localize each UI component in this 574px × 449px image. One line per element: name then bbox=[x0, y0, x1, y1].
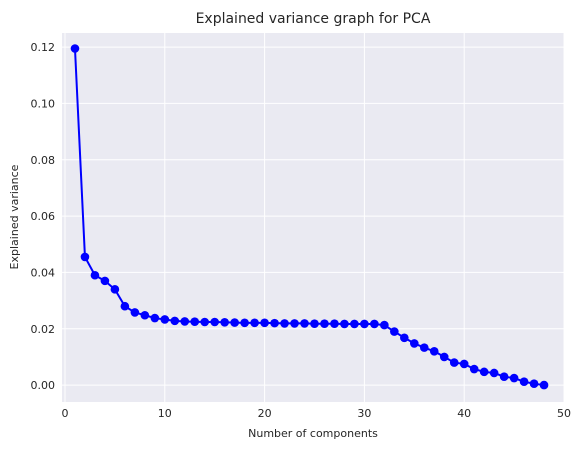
data-point bbox=[479, 367, 489, 377]
data-point bbox=[180, 317, 190, 326]
grid-lines bbox=[62, 33, 565, 402]
x-tick-label: 0 bbox=[61, 407, 68, 420]
series-layer bbox=[70, 44, 549, 390]
data-point bbox=[419, 343, 429, 352]
data-point bbox=[459, 359, 469, 369]
data-point bbox=[110, 285, 120, 294]
data-point bbox=[539, 380, 549, 390]
data-point bbox=[270, 318, 279, 328]
y-tick-label: 0.10 bbox=[31, 97, 56, 110]
data-point bbox=[100, 276, 110, 286]
data-point bbox=[90, 270, 100, 280]
y-tick-label: 0.08 bbox=[31, 154, 56, 167]
x-tick-label: 30 bbox=[357, 407, 371, 420]
data-point bbox=[240, 318, 249, 328]
data-point bbox=[469, 364, 479, 374]
data-point bbox=[220, 317, 229, 327]
x-axis-label: Number of components bbox=[248, 427, 378, 440]
data-point bbox=[290, 319, 299, 328]
data-point bbox=[130, 308, 140, 317]
data-point bbox=[360, 319, 369, 329]
data-point bbox=[400, 333, 409, 343]
data-point bbox=[230, 318, 239, 327]
data-point bbox=[140, 310, 150, 320]
data-point bbox=[499, 372, 509, 381]
data-point bbox=[160, 315, 170, 324]
data-point bbox=[330, 319, 339, 328]
chart-title: Explained variance graph for PCA bbox=[196, 11, 431, 27]
data-point bbox=[210, 317, 219, 327]
data-point bbox=[519, 377, 529, 387]
data-point bbox=[409, 339, 419, 348]
data-point bbox=[310, 319, 319, 328]
data-point bbox=[300, 319, 309, 328]
data-point bbox=[70, 44, 80, 53]
y-tick-label: 0.12 bbox=[31, 41, 56, 54]
plot-background bbox=[62, 33, 564, 402]
x-tick-label: 50 bbox=[557, 407, 571, 420]
y-tick-label: 0.00 bbox=[31, 379, 56, 392]
x-tick-label: 10 bbox=[158, 407, 172, 420]
data-point bbox=[200, 317, 210, 327]
data-point bbox=[250, 318, 259, 328]
y-tick-label: 0.04 bbox=[31, 266, 56, 279]
data-point bbox=[320, 319, 329, 328]
data-point bbox=[380, 320, 389, 330]
data-point bbox=[390, 327, 399, 336]
data-point bbox=[489, 368, 499, 378]
data-point bbox=[509, 373, 519, 383]
y-tick-label: 0.06 bbox=[31, 210, 56, 223]
data-point bbox=[449, 358, 459, 367]
data-point bbox=[439, 352, 449, 362]
data-point bbox=[260, 318, 269, 328]
tick-labels: 0 10 20 30 40 50 0.00 0.02 0.04 0.06 0.08 0.10 0.12 bbox=[31, 41, 572, 420]
data-point bbox=[280, 319, 289, 328]
data-point bbox=[529, 379, 539, 388]
x-tick-label: 40 bbox=[457, 407, 471, 420]
y-tick-label: 0.02 bbox=[31, 323, 56, 336]
x-tick-label: 20 bbox=[258, 407, 272, 420]
data-point bbox=[150, 313, 160, 323]
y-axis-label: Explained variance bbox=[8, 164, 21, 269]
data-point bbox=[370, 319, 379, 329]
data-point bbox=[429, 346, 439, 356]
data-point bbox=[170, 316, 180, 326]
data-point bbox=[190, 317, 200, 327]
data-point bbox=[120, 301, 130, 311]
data-point bbox=[80, 252, 90, 262]
data-point bbox=[340, 319, 349, 329]
data-point bbox=[350, 319, 359, 329]
